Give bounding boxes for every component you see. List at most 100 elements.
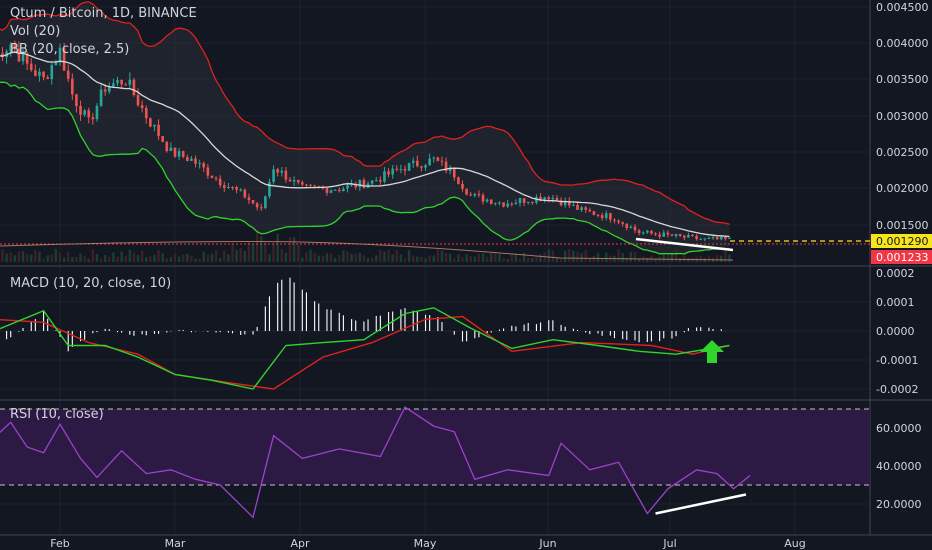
- candle: [346, 185, 349, 189]
- macd-tick-label: 0.0000: [876, 325, 915, 338]
- candle: [227, 187, 230, 189]
- volume-bar: [17, 251, 21, 262]
- candle: [46, 77, 49, 80]
- candle: [99, 89, 103, 106]
- time-axis[interactable]: Feb Mar Apr May Jun Jul Aug: [50, 537, 805, 550]
- candle: [531, 201, 534, 203]
- candle: [465, 188, 468, 195]
- volume-bar: [313, 252, 316, 262]
- candle: [617, 220, 620, 223]
- candle: [54, 62, 58, 66]
- macd-legend[interactable]: MACD (10, 20, close, 10): [10, 276, 171, 291]
- volume-bar: [580, 253, 583, 262]
- volume-bar: [362, 255, 366, 262]
- candle: [276, 169, 279, 173]
- volume-legend[interactable]: Vol (20): [10, 24, 60, 39]
- volume-bar: [25, 253, 29, 262]
- macd-tick-label: 0.0001: [876, 296, 915, 309]
- price-tick-label: 0.004000: [876, 37, 929, 50]
- candle: [91, 117, 95, 120]
- price-legend-title[interactable]: Qtum / Bitcoin, 1D, BINANCE: [10, 6, 197, 21]
- volume-bar: [379, 249, 382, 262]
- candle: [13, 44, 17, 49]
- volume-bar: [58, 252, 62, 262]
- candle: [498, 202, 501, 204]
- volume-bar: [157, 250, 160, 262]
- candle: [604, 213, 608, 219]
- candle: [678, 233, 682, 236]
- volume-bar: [522, 252, 526, 262]
- volume-bar: [116, 256, 119, 262]
- candle: [66, 70, 70, 79]
- candle: [670, 234, 674, 236]
- volume-bar: [473, 256, 477, 262]
- volume-bar: [194, 258, 197, 262]
- candle: [214, 177, 218, 179]
- volume-bar: [325, 253, 329, 262]
- volume-bar: [563, 250, 567, 262]
- volume-bar: [724, 250, 727, 262]
- candle: [38, 71, 41, 76]
- macd-tick-label: 0.0002: [876, 267, 915, 280]
- volume-bar: [576, 251, 579, 262]
- volume-bar: [605, 252, 608, 262]
- volume-bar: [214, 249, 218, 262]
- candle: [62, 47, 66, 71]
- candle: [715, 237, 719, 240]
- candle: [34, 70, 37, 76]
- volume-bar: [42, 258, 45, 262]
- candle: [379, 180, 382, 182]
- volume-bar: [243, 250, 247, 262]
- volume-bar: [46, 255, 49, 262]
- candle: [288, 179, 292, 182]
- volume-bar: [715, 254, 719, 262]
- volume-bar: [637, 258, 641, 262]
- candle: [522, 198, 526, 203]
- volume-bar: [124, 255, 127, 262]
- volume-bar: [128, 249, 132, 262]
- volume-bar: [436, 249, 440, 262]
- volume-bar: [477, 253, 481, 262]
- candle: [272, 169, 275, 182]
- volume-bar: [140, 250, 144, 262]
- volume-bar: [235, 249, 238, 262]
- rsi-layer: [0, 406, 751, 519]
- macd-axis[interactable]: 0.0002 0.0001 0.0000 -0.0001 -0.0002: [876, 267, 918, 396]
- volume-bar: [678, 258, 682, 262]
- candle: [477, 194, 481, 196]
- candle: [132, 79, 136, 95]
- volume-bar: [670, 253, 674, 262]
- volume-bar: [210, 253, 214, 262]
- candle: [255, 203, 259, 208]
- volume-bar: [588, 258, 592, 262]
- candle: [206, 167, 210, 176]
- volume-bar: [95, 253, 99, 262]
- volume-bar: [268, 253, 271, 262]
- volume-bar: [321, 255, 325, 262]
- rsi-legend[interactable]: RSI (10, close): [10, 407, 104, 422]
- candle: [650, 230, 653, 234]
- volume-bar: [120, 251, 123, 262]
- price-trendline: [635, 237, 734, 252]
- candle: [235, 187, 238, 190]
- volume-bar: [416, 256, 419, 262]
- volume-bar: [30, 254, 33, 262]
- candle: [50, 65, 54, 80]
- volume-bar: [50, 254, 53, 262]
- candle: [481, 194, 485, 202]
- candle: [687, 235, 690, 238]
- candle: [555, 197, 559, 201]
- price-tick-label: 0.003500: [876, 73, 929, 86]
- bollinger-lower-line: [0, 81, 730, 255]
- rsi-tick-label: 60.0000: [876, 422, 922, 435]
- price-axis[interactable]: 0.004500 0.004000 0.003500 0.003000 0.00…: [876, 1, 929, 232]
- volume-bar: [317, 255, 320, 262]
- volume-bar: [206, 254, 210, 262]
- volume-bar: [687, 258, 690, 262]
- candle: [563, 201, 567, 206]
- volume-bar: [383, 251, 386, 262]
- bollinger-legend[interactable]: BB (20, close, 2.5): [10, 42, 129, 57]
- volume-bar: [1, 249, 4, 262]
- price-tick-label: 0.004500: [876, 1, 929, 14]
- rsi-axis[interactable]: 60.0000 40.0000 20.0000: [876, 422, 922, 511]
